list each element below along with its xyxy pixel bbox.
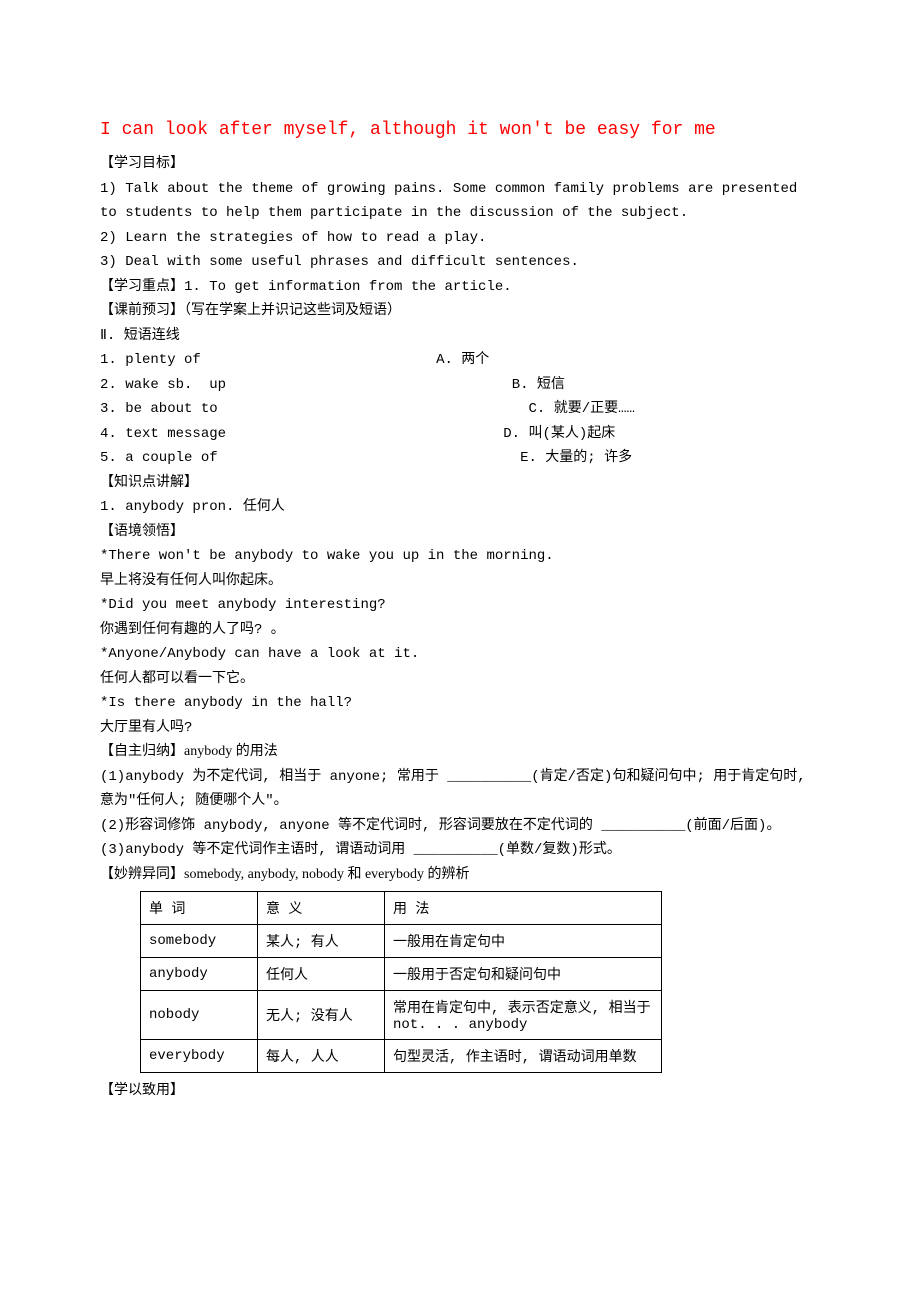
example-2-cn: 你遇到任何有趣的人了吗? 。 xyxy=(100,618,820,643)
summary-1: (1)anybody 为不定代词, 相当于 anyone; 常用于 ______… xyxy=(100,765,820,814)
table-row: somebody 某人; 有人 一般用在肯定句中 xyxy=(141,925,662,958)
page-title: I can look after myself, although it won… xyxy=(100,120,820,140)
match-spacer-4 xyxy=(226,426,503,442)
summary-2: (2)形容词修饰 anybody, anyone 等不定代词时, 形容词要放在不… xyxy=(100,814,820,839)
table-cell-usage: 一般用于否定句和疑问句中 xyxy=(385,958,662,991)
vocab-table: 单 词 意 义 用 法 somebody 某人; 有人 一般用在肯定句中 any… xyxy=(140,891,662,1073)
table-cell-meaning: 每人, 人人 xyxy=(258,1040,385,1073)
table-header-usage: 用 法 xyxy=(385,892,662,925)
example-3-cn: 任何人都可以看一下它。 xyxy=(100,667,820,692)
table-cell-word: nobody xyxy=(141,991,258,1040)
match-row-3: 3. be about to C. 就要/正要…… xyxy=(100,397,820,422)
table-cell-usage: 句型灵活, 作主语时, 谓语动词用单数 xyxy=(385,1040,662,1073)
table-header-row: 单 词 意 义 用 法 xyxy=(141,892,662,925)
match-spacer-3 xyxy=(218,401,529,417)
table-header-word: 单 词 xyxy=(141,892,258,925)
table-header-meaning: 意 义 xyxy=(258,892,385,925)
goal-1: 1) Talk about the theme of growing pains… xyxy=(100,177,820,226)
apply-label: 【学以致用】 xyxy=(100,1079,820,1104)
match-row-5: 5. a couple of E. 大量的; 许多 xyxy=(100,446,820,471)
match-spacer-5 xyxy=(218,450,520,466)
summary-3: (3)anybody 等不定代词作主语时, 谓语动词用 __________(单… xyxy=(100,838,820,863)
table-cell-meaning: 任何人 xyxy=(258,958,385,991)
document-page: I can look after myself, although it won… xyxy=(0,0,920,1144)
focus-line: 【学习重点】1. To get information from the art… xyxy=(100,275,820,300)
context-label: 【语境领悟】 xyxy=(100,520,820,545)
example-1-en: *There won't be anybody to wake you up i… xyxy=(100,544,820,569)
table-cell-usage: 一般用在肯定句中 xyxy=(385,925,662,958)
table-cell-meaning: 无人; 没有人 xyxy=(258,991,385,1040)
table-row: nobody 无人; 没有人 常用在肯定句中, 表示否定意义, 相当于 not.… xyxy=(141,991,662,1040)
preview-line: 【课前预习】（写在学案上并识记这些词及短语） xyxy=(100,299,820,324)
match-right-1: A. 两个 xyxy=(436,352,489,368)
table-row: everybody 每人, 人人 句型灵活, 作主语时, 谓语动词用单数 xyxy=(141,1040,662,1073)
example-4-en: *Is there anybody in the hall? xyxy=(100,691,820,716)
match-left-4: 4. text message xyxy=(100,426,226,442)
match-row-4: 4. text message D. 叫(某人)起床 xyxy=(100,422,820,447)
match-right-4: D. 叫(某人)起床 xyxy=(503,426,615,442)
match-left-1: 1. plenty of xyxy=(100,352,201,368)
match-left-3: 3. be about to xyxy=(100,401,218,417)
match-label: Ⅱ. 短语连线 xyxy=(100,324,820,349)
summary-label: 【自主归纳】anybody 的用法 xyxy=(100,740,820,765)
match-spacer-1 xyxy=(201,352,436,368)
knowledge-point-label: 【知识点讲解】 xyxy=(100,471,820,496)
table-cell-meaning: 某人; 有人 xyxy=(258,925,385,958)
table-cell-usage: 常用在肯定句中, 表示否定意义, 相当于 not. . . anybody xyxy=(385,991,662,1040)
example-4-cn: 大厅里有人吗? xyxy=(100,716,820,741)
match-spacer-2 xyxy=(226,377,512,393)
table-row: anybody 任何人 一般用于否定句和疑问句中 xyxy=(141,958,662,991)
compare-label: 【妙辨异同】somebody, anybody, nobody 和 everyb… xyxy=(100,863,820,888)
match-right-5: E. 大量的; 许多 xyxy=(520,450,632,466)
match-row-1: 1. plenty of A. 两个 xyxy=(100,348,820,373)
table-cell-word: everybody xyxy=(141,1040,258,1073)
goal-3: 3) Deal with some useful phrases and dif… xyxy=(100,250,820,275)
table-cell-word: somebody xyxy=(141,925,258,958)
goal-2: 2) Learn the strategies of how to read a… xyxy=(100,226,820,251)
match-left-5: 5. a couple of xyxy=(100,450,218,466)
knowledge-point-1: 1. anybody pron. 任何人 xyxy=(100,495,820,520)
match-row-2: 2. wake sb. up B. 短信 xyxy=(100,373,820,398)
example-1-cn: 早上将没有任何人叫你起床。 xyxy=(100,569,820,594)
goals-label: 【学习目标】 xyxy=(100,152,820,177)
match-left-2: 2. wake sb. up xyxy=(100,377,226,393)
example-2-en: *Did you meet anybody interesting? xyxy=(100,593,820,618)
example-3-en: *Anyone/Anybody can have a look at it. xyxy=(100,642,820,667)
match-right-2: B. 短信 xyxy=(512,377,565,393)
match-right-3: C. 就要/正要…… xyxy=(528,401,634,417)
table-cell-word: anybody xyxy=(141,958,258,991)
